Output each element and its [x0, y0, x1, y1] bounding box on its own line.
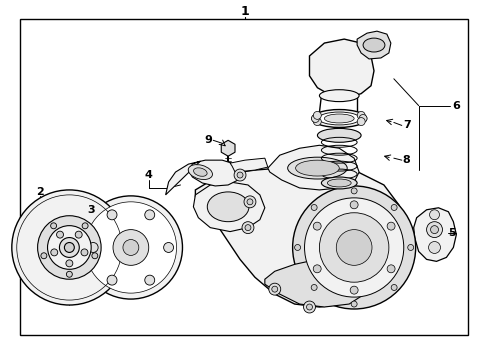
Circle shape — [64, 243, 74, 252]
Circle shape — [268, 283, 280, 295]
Text: 7: 7 — [402, 121, 410, 130]
Circle shape — [41, 253, 47, 259]
Polygon shape — [356, 31, 390, 59]
Circle shape — [85, 202, 176, 293]
Polygon shape — [413, 208, 455, 261]
Circle shape — [336, 230, 371, 265]
Circle shape — [88, 243, 98, 252]
Ellipse shape — [318, 112, 359, 125]
Polygon shape — [221, 140, 235, 156]
Circle shape — [427, 242, 440, 253]
Circle shape — [107, 275, 117, 285]
Circle shape — [144, 275, 154, 285]
Text: 2: 2 — [36, 187, 43, 197]
Circle shape — [350, 301, 356, 307]
Circle shape — [75, 231, 82, 238]
Ellipse shape — [207, 192, 248, 222]
Circle shape — [81, 249, 88, 256]
Circle shape — [237, 172, 243, 178]
Circle shape — [350, 188, 356, 194]
Circle shape — [311, 114, 319, 122]
Circle shape — [51, 223, 57, 229]
Circle shape — [319, 213, 388, 282]
Circle shape — [357, 118, 365, 126]
Ellipse shape — [362, 38, 384, 52]
Polygon shape — [230, 158, 267, 172]
Circle shape — [349, 286, 357, 294]
Circle shape — [303, 301, 315, 313]
Circle shape — [429, 226, 438, 234]
Circle shape — [390, 284, 396, 291]
Circle shape — [66, 271, 72, 277]
Text: 8: 8 — [402, 155, 410, 165]
Circle shape — [357, 111, 365, 120]
Circle shape — [107, 210, 117, 220]
Circle shape — [426, 222, 442, 238]
Text: 1: 1 — [240, 5, 249, 18]
Ellipse shape — [324, 114, 353, 123]
Circle shape — [113, 230, 148, 265]
Circle shape — [47, 226, 91, 269]
Ellipse shape — [295, 160, 339, 176]
Ellipse shape — [287, 157, 346, 179]
Circle shape — [386, 265, 394, 273]
Circle shape — [313, 111, 321, 120]
Ellipse shape — [326, 179, 350, 187]
Circle shape — [294, 244, 300, 251]
Ellipse shape — [193, 168, 207, 176]
Circle shape — [92, 253, 98, 259]
Circle shape — [271, 286, 277, 292]
Polygon shape — [264, 257, 378, 307]
Circle shape — [12, 190, 127, 305]
Ellipse shape — [188, 165, 212, 180]
Circle shape — [144, 210, 154, 220]
Ellipse shape — [311, 109, 366, 127]
Text: 6: 6 — [451, 100, 459, 111]
Circle shape — [82, 223, 88, 229]
Polygon shape — [309, 39, 373, 98]
Polygon shape — [193, 182, 264, 231]
Ellipse shape — [317, 129, 360, 142]
Circle shape — [38, 216, 101, 279]
Circle shape — [234, 169, 245, 181]
Circle shape — [428, 210, 439, 220]
Circle shape — [310, 284, 317, 291]
Circle shape — [242, 222, 253, 234]
Circle shape — [313, 222, 321, 230]
Circle shape — [310, 204, 317, 211]
Circle shape — [306, 304, 312, 310]
Circle shape — [163, 243, 173, 252]
Circle shape — [349, 201, 357, 209]
Text: 4: 4 — [144, 170, 152, 180]
Text: 9: 9 — [204, 135, 212, 145]
Circle shape — [122, 239, 139, 255]
Polygon shape — [267, 145, 358, 190]
Circle shape — [304, 198, 403, 297]
Polygon shape — [165, 160, 240, 195]
Circle shape — [386, 222, 394, 230]
Circle shape — [66, 260, 73, 267]
Text: 5: 5 — [447, 228, 455, 238]
Circle shape — [292, 186, 415, 309]
Circle shape — [57, 231, 63, 238]
Circle shape — [244, 196, 255, 208]
Circle shape — [244, 225, 250, 231]
Circle shape — [313, 118, 321, 126]
Polygon shape — [195, 165, 406, 307]
Circle shape — [407, 244, 413, 251]
Circle shape — [246, 199, 252, 205]
Circle shape — [390, 204, 396, 211]
Circle shape — [313, 265, 321, 273]
Bar — [20, 19, 468, 335]
Ellipse shape — [319, 90, 358, 102]
Ellipse shape — [321, 177, 356, 189]
Circle shape — [51, 249, 58, 256]
Circle shape — [60, 238, 79, 257]
Circle shape — [79, 196, 182, 299]
Text: 3: 3 — [87, 205, 95, 215]
Circle shape — [358, 114, 366, 122]
